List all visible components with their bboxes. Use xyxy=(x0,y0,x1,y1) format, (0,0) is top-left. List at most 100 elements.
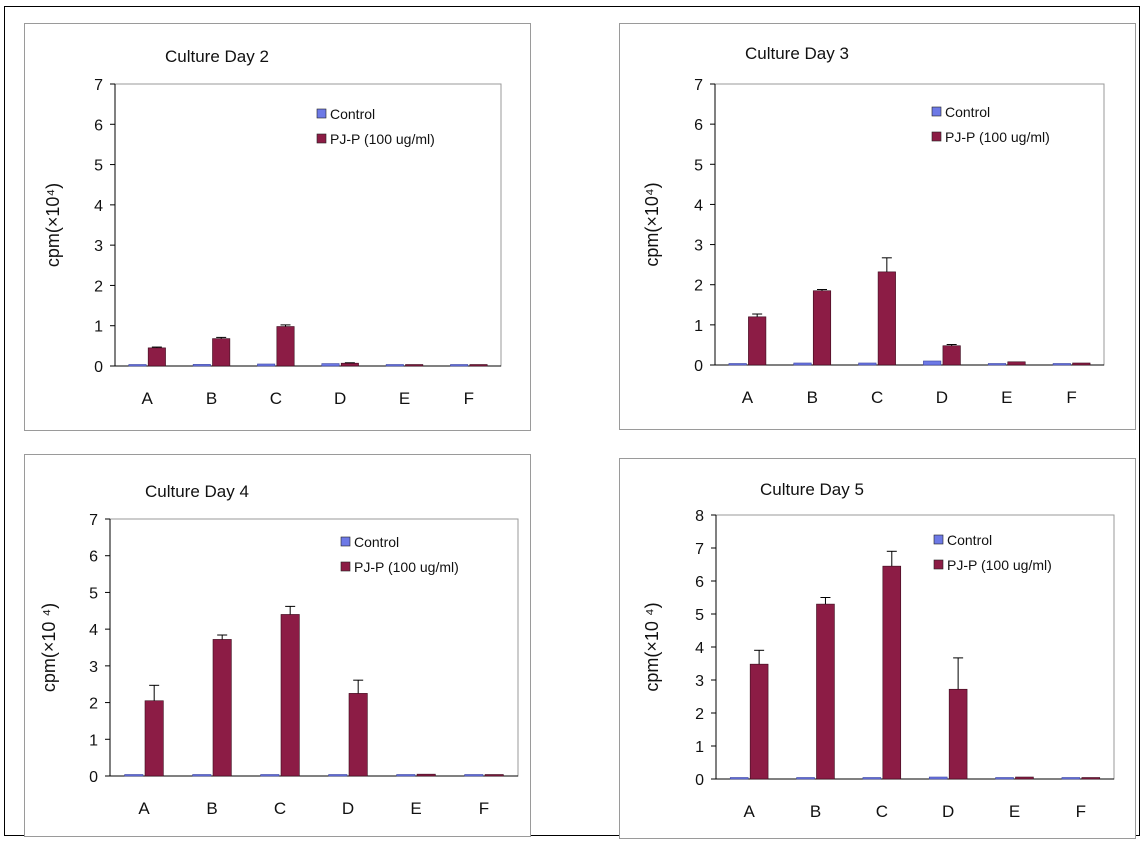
x-tick-label: F xyxy=(1066,388,1076,407)
plot-area xyxy=(714,83,1105,366)
x-tick-label: E xyxy=(399,389,410,408)
treatment-bar xyxy=(416,773,436,777)
y-tick-label: 2 xyxy=(694,278,703,295)
treatment-bar xyxy=(1072,362,1091,366)
legend-swatch-control xyxy=(931,106,942,117)
x-tick-label: D xyxy=(942,802,954,821)
legend-swatch-control xyxy=(340,536,351,547)
chart-panel-day-4: Culture Day 4 0 1 2 3 4 5 6 7 cpm(×10 ⁴) A B C D E F Con… xyxy=(24,454,531,837)
bar-chart-svg: Culture Day 2 0 1 2 3 4 5 6 7 cpm(×10⁴) A B C D E F Cont… xyxy=(43,47,502,408)
treatment-bar xyxy=(405,364,424,367)
y-tick-label: 3 xyxy=(695,673,704,690)
chart-title: Culture Day 3 xyxy=(745,44,849,63)
control-bar xyxy=(385,364,404,367)
control-bar xyxy=(1061,777,1081,780)
treatment-bar xyxy=(812,290,832,366)
legend-swatch-control xyxy=(316,108,327,119)
control-bar xyxy=(995,777,1014,780)
legend-label: Control xyxy=(947,532,992,548)
bar-chart-svg: Culture Day 3 0 1 2 3 4 5 6 7 cpm(×10⁴) A B C D E F Cont… xyxy=(642,44,1105,407)
control-bar xyxy=(1052,363,1071,366)
x-tick-label: C xyxy=(876,802,888,821)
legend-label: PJ-P (100 ug/ml) xyxy=(330,131,435,147)
treatment-bar xyxy=(882,565,902,780)
y-tick-label: 5 xyxy=(694,157,703,174)
legend-label: Control xyxy=(945,104,990,120)
x-tick-label: A xyxy=(743,802,755,821)
treatment-bar xyxy=(1081,777,1101,780)
x-tick-label: A xyxy=(138,799,150,818)
control-bar xyxy=(328,774,348,777)
control-bar xyxy=(464,774,484,777)
y-tick-label: 6 xyxy=(694,117,703,134)
treatment-bar xyxy=(484,774,504,777)
y-tick-label: 6 xyxy=(695,574,704,591)
bar-chart-svg: Culture Day 4 0 1 2 3 4 5 6 7 cpm(×10 ⁴) A B C D E F Con… xyxy=(39,482,519,818)
x-tick-label: F xyxy=(479,799,489,818)
legend-swatch-control xyxy=(933,534,944,545)
bar-chart-svg: Culture Day 5 0 1 2 3 4 5 6 7 8 cpm(×10 ⁴) A B C D E F Co… xyxy=(642,480,1115,821)
y-tick-label: 6 xyxy=(89,549,98,566)
y-tick-label: 3 xyxy=(94,238,103,255)
treatment-bar xyxy=(280,614,300,777)
y-tick-label: 2 xyxy=(89,696,98,713)
y-tick-label: 5 xyxy=(94,158,103,175)
y-axis-label: cpm(×10 ⁴) xyxy=(39,603,59,692)
control-bar xyxy=(192,364,211,367)
y-tick-label: 5 xyxy=(695,607,704,624)
y-tick-label: 4 xyxy=(695,640,704,657)
treatment-bar xyxy=(1015,776,1034,780)
treatment-bar xyxy=(212,338,231,367)
plot-area xyxy=(114,83,502,367)
figure-frame xyxy=(4,6,1140,836)
legend-label: PJ-P (100 ug/ml) xyxy=(945,129,1050,145)
control-bar xyxy=(321,363,340,367)
control-bar xyxy=(124,774,144,777)
control-bar xyxy=(928,776,948,780)
x-tick-label: B xyxy=(206,799,217,818)
treatment-bar xyxy=(144,700,164,777)
control-bar xyxy=(450,364,469,367)
x-tick-label: A xyxy=(742,388,754,407)
y-tick-label: 1 xyxy=(89,732,98,749)
y-tick-label: 4 xyxy=(89,622,98,639)
y-tick-label: 7 xyxy=(94,77,103,94)
y-tick-label: 1 xyxy=(695,739,704,756)
x-tick-label: E xyxy=(1009,802,1020,821)
x-tick-label: B xyxy=(807,388,818,407)
treatment-bar xyxy=(340,362,359,367)
x-tick-label: F xyxy=(1076,802,1086,821)
treatment-bar xyxy=(348,693,368,777)
y-tick-label: 3 xyxy=(694,238,703,255)
treatment-bar xyxy=(147,347,166,367)
x-tick-label: D xyxy=(334,389,346,408)
legend-swatch-treatment xyxy=(340,561,351,572)
control-bar xyxy=(257,363,276,367)
y-axis-label: cpm(×10 ⁴) xyxy=(642,602,662,691)
y-tick-label: 1 xyxy=(94,319,103,336)
legend-swatch-treatment xyxy=(316,133,327,144)
x-tick-label: A xyxy=(141,389,153,408)
x-tick-label: B xyxy=(810,802,821,821)
y-tick-label: 2 xyxy=(94,278,103,295)
y-tick-label: 1 xyxy=(694,318,703,335)
control-bar xyxy=(728,363,747,366)
control-bar xyxy=(260,774,280,777)
treatment-bar xyxy=(469,364,488,367)
chart-panel-day-3: Culture Day 3 0 1 2 3 4 5 6 7 cpm(×10⁴) A B C D E F Cont… xyxy=(619,23,1136,430)
y-tick-label: 7 xyxy=(694,77,703,94)
control-bar xyxy=(729,777,749,780)
legend-swatch-treatment xyxy=(933,559,944,570)
control-bar xyxy=(923,360,942,366)
legend-label: Control xyxy=(330,106,375,122)
treatment-bar xyxy=(948,688,968,780)
y-axis-label: cpm(×10⁴) xyxy=(642,182,662,266)
x-tick-label: C xyxy=(274,799,286,818)
y-tick-label: 6 xyxy=(94,117,103,134)
x-tick-label: D xyxy=(342,799,354,818)
x-tick-label: B xyxy=(206,389,217,408)
control-bar xyxy=(862,777,882,780)
y-tick-label: 5 xyxy=(89,585,98,602)
y-tick-label: 7 xyxy=(89,512,98,529)
plot-area xyxy=(715,514,1115,780)
